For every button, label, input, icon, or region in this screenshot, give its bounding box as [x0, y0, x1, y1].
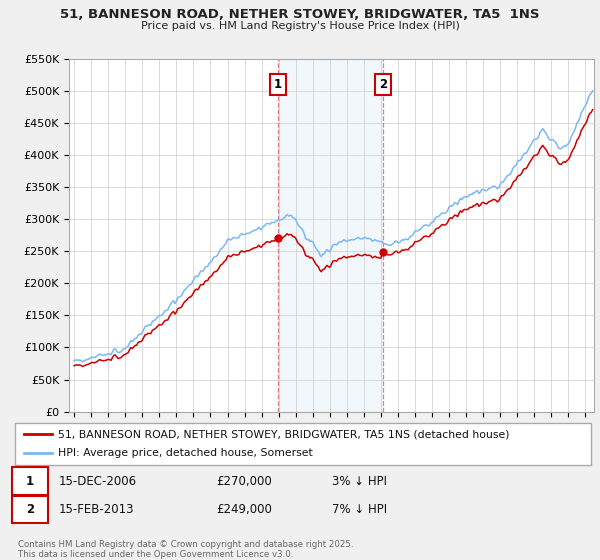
Text: 51, BANNESON ROAD, NETHER STOWEY, BRIDGWATER, TA5 1NS (detached house): 51, BANNESON ROAD, NETHER STOWEY, BRIDGW…	[58, 429, 510, 439]
Bar	[278, 59, 383, 412]
Text: 2: 2	[26, 503, 34, 516]
Text: 7% ↓ HPI: 7% ↓ HPI	[332, 503, 387, 516]
Text: 3% ↓ HPI: 3% ↓ HPI	[332, 474, 387, 488]
Text: 51, BANNESON ROAD, NETHER STOWEY, BRIDGWATER, TA5  1NS: 51, BANNESON ROAD, NETHER STOWEY, BRIDGW…	[60, 8, 540, 21]
Text: 15-DEC-2006: 15-DEC-2006	[58, 474, 136, 488]
FancyBboxPatch shape	[12, 467, 48, 495]
Text: Price paid vs. HM Land Registry's House Price Index (HPI): Price paid vs. HM Land Registry's House …	[140, 21, 460, 31]
Text: £270,000: £270,000	[217, 474, 272, 488]
Text: HPI: Average price, detached house, Somerset: HPI: Average price, detached house, Some…	[58, 449, 313, 459]
FancyBboxPatch shape	[12, 496, 48, 523]
Text: 1: 1	[26, 474, 34, 488]
Text: 1: 1	[274, 78, 282, 91]
Text: Contains HM Land Registry data © Crown copyright and database right 2025.
This d: Contains HM Land Registry data © Crown c…	[18, 540, 353, 559]
Text: £249,000: £249,000	[217, 503, 272, 516]
Text: 15-FEB-2013: 15-FEB-2013	[58, 503, 134, 516]
Text: 2: 2	[379, 78, 387, 91]
